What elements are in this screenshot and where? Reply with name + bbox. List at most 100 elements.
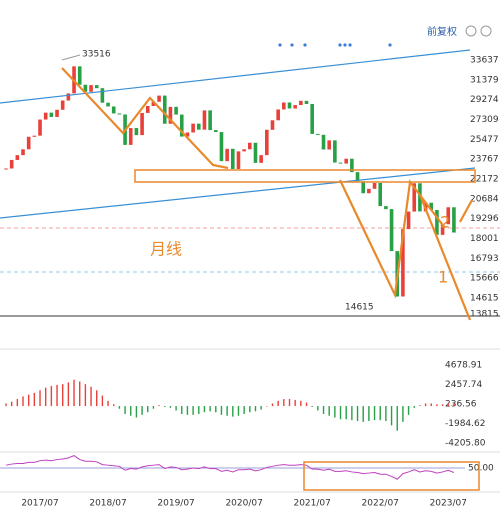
macd-bar [243, 406, 245, 414]
candle [310, 103, 314, 134]
macd-bar [130, 406, 132, 416]
annotation: 2 [440, 213, 450, 232]
macd-bar [226, 406, 228, 416]
candle [83, 84, 88, 92]
macd-bar [10, 401, 13, 407]
macd-bar [334, 406, 336, 418]
macd-bar [447, 403, 449, 407]
macd-bar [373, 406, 376, 421]
candle [196, 123, 201, 130]
icon[interactable] [480, 25, 492, 37]
macd-bar [385, 406, 387, 422]
candle [304, 100, 309, 104]
y-tick-label: 29274 [470, 95, 499, 105]
macd-bar [84, 384, 87, 407]
y-tick-label: 16793 [470, 254, 499, 264]
macd-bar [413, 406, 415, 408]
macd-bar [430, 403, 432, 407]
macd-bar [424, 403, 427, 407]
annotation: 1 [438, 268, 448, 287]
candle [213, 130, 218, 133]
macd-bar [27, 394, 30, 407]
candle [140, 112, 144, 136]
candle [134, 128, 139, 136]
candle [66, 93, 71, 101]
candle [333, 140, 337, 163]
macd-bar [203, 406, 206, 413]
low-label: 14615 [345, 303, 374, 313]
macd-bar [22, 396, 24, 407]
candle [236, 151, 241, 169]
candle [242, 149, 246, 152]
macd-bar [124, 406, 126, 414]
candle [299, 100, 303, 106]
y-tick-label: 22172 [470, 174, 499, 184]
y-tick-label: 20684 [470, 194, 499, 204]
x-tick-label: 2020/07 [225, 499, 262, 509]
y-tick-label: 50.00 [468, 464, 494, 474]
candle [361, 181, 366, 194]
candle [162, 95, 167, 124]
channel-line [0, 49, 471, 104]
macd-bar [96, 390, 98, 407]
candle [219, 132, 224, 162]
macd-bar [220, 406, 223, 415]
x-tick-label: 2021/07 [293, 499, 330, 509]
candle [202, 110, 207, 130]
y-tick-label: 2457.74 [445, 380, 482, 390]
macd-bar [113, 404, 115, 407]
candle [151, 101, 156, 106]
macd-bar [277, 400, 279, 407]
trend-arrows [61, 67, 473, 321]
y-tick-label: 4678.91 [445, 361, 482, 371]
x-tick-label: 2019/07 [157, 499, 194, 509]
candle [435, 209, 439, 235]
candle [21, 149, 25, 156]
macd-bar [79, 381, 81, 407]
candle [179, 114, 184, 137]
candle [265, 129, 269, 156]
candle [355, 172, 360, 182]
candle [77, 66, 82, 85]
y-tick-label: 23767 [470, 155, 499, 165]
candle [344, 158, 348, 164]
candle [440, 224, 445, 235]
macd-bar [453, 403, 455, 407]
candle [293, 105, 297, 109]
candle [389, 209, 394, 252]
y-tick-label: 14615 [470, 293, 499, 303]
candle [168, 106, 173, 124]
macd-bar [317, 406, 319, 411]
macd-bar [67, 382, 70, 407]
macd-bar [328, 406, 330, 416]
candle [49, 112, 54, 117]
macd-bar [322, 406, 325, 414]
candle [378, 183, 383, 207]
macd-bar [215, 406, 217, 413]
candle [43, 112, 48, 120]
candle [55, 109, 59, 117]
macd-bar [407, 406, 410, 415]
macd-bar [260, 406, 262, 410]
macd-bar [237, 406, 240, 416]
channel-line [0, 167, 476, 219]
candle [316, 133, 320, 135]
icon[interactable] [465, 25, 477, 37]
candle [26, 136, 31, 150]
candle [60, 100, 65, 110]
macd-bar [396, 406, 398, 431]
macd-bar [135, 406, 138, 418]
leader [61, 54, 81, 61]
macd-bar [44, 387, 47, 407]
candle [248, 142, 252, 150]
adjust-button[interactable]: 前复权 [427, 25, 457, 38]
event-dots [278, 43, 392, 47]
candle [384, 206, 388, 210]
macd-bar [351, 406, 353, 421]
x-tick-label: 2022/07 [362, 499, 399, 509]
macd-bar [141, 406, 143, 415]
candle [111, 106, 116, 114]
macd-bar [356, 406, 359, 422]
macd-bar [362, 406, 364, 422]
macd-bar [271, 403, 274, 407]
